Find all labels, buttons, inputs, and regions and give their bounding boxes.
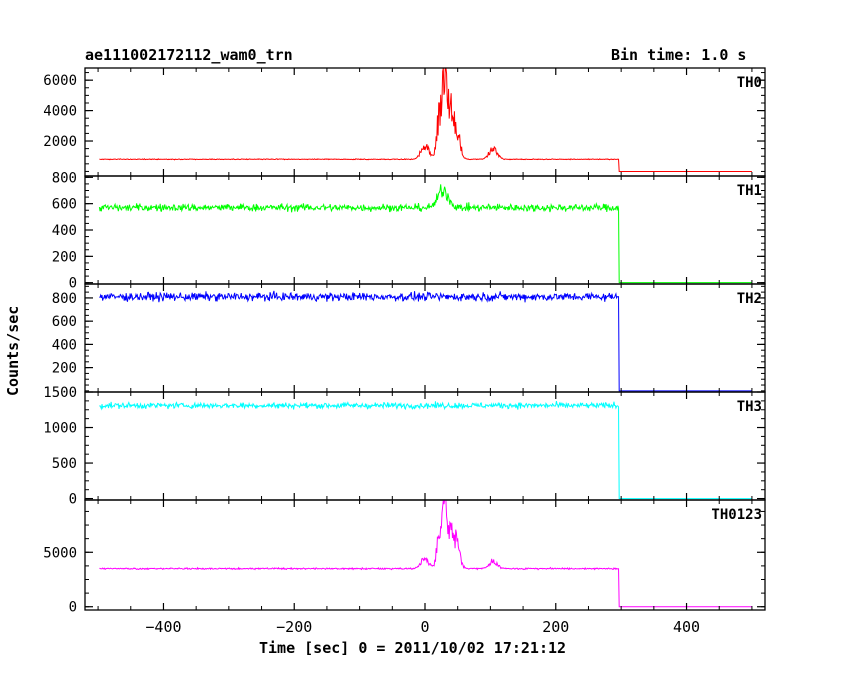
panel-label-th3: TH3 bbox=[737, 399, 762, 415]
y-axis-label: Counts/sec bbox=[4, 305, 22, 396]
series-line-th3 bbox=[99, 401, 752, 500]
series-line-th0123 bbox=[99, 499, 752, 608]
x-tick-label: 200 bbox=[542, 618, 569, 636]
y-tick-label: 0 bbox=[69, 492, 77, 508]
chart-title: ae111002172112_wam0_trn bbox=[85, 46, 293, 64]
y-tick-label: 400 bbox=[52, 337, 77, 353]
bin-time-label: Bin time: 1.0 s bbox=[611, 46, 747, 64]
y-tick-label: 0 bbox=[69, 600, 77, 616]
y-tick-label: 0 bbox=[69, 276, 77, 292]
series-line-th0 bbox=[99, 67, 752, 172]
x-tick-label: −200 bbox=[276, 618, 312, 636]
series-line-th1 bbox=[98, 184, 752, 284]
y-tick-label: 1000 bbox=[43, 421, 77, 437]
panel-frame-th0 bbox=[84, 67, 766, 177]
panel-label-th0: TH0 bbox=[737, 75, 762, 91]
y-tick-label: 6000 bbox=[43, 73, 77, 89]
y-tick-label: 1500 bbox=[43, 385, 77, 401]
x-tick-label: −400 bbox=[145, 618, 181, 636]
y-tick-label: 800 bbox=[52, 291, 77, 307]
y-tick-label: 400 bbox=[52, 223, 77, 239]
y-tick-label: 600 bbox=[52, 197, 77, 213]
y-tick-label: 5000 bbox=[43, 545, 77, 561]
x-tick-label: 0 bbox=[420, 618, 429, 636]
panel-label-th1: TH1 bbox=[737, 183, 762, 199]
y-tick-label: 200 bbox=[52, 249, 77, 265]
y-tick-label: 2000 bbox=[43, 134, 77, 150]
panel-label-th0123: TH0123 bbox=[711, 507, 762, 523]
y-tick-label: 200 bbox=[52, 361, 77, 377]
panel-frame-th3 bbox=[84, 391, 766, 501]
y-tick-label: 600 bbox=[52, 314, 77, 330]
x-axis-label: Time [sec] 0 = 2011/10/02 17:21:12 bbox=[259, 639, 567, 657]
panel-label-th2: TH2 bbox=[737, 291, 762, 307]
y-tick-label: 500 bbox=[52, 456, 77, 472]
y-tick-label: 800 bbox=[52, 170, 77, 186]
panel-frame-th0123 bbox=[84, 499, 766, 611]
y-tick-label: 4000 bbox=[43, 104, 77, 120]
x-tick-label: 400 bbox=[673, 618, 700, 636]
panel-frame-th1 bbox=[84, 175, 766, 285]
series-line-th2 bbox=[99, 290, 752, 392]
